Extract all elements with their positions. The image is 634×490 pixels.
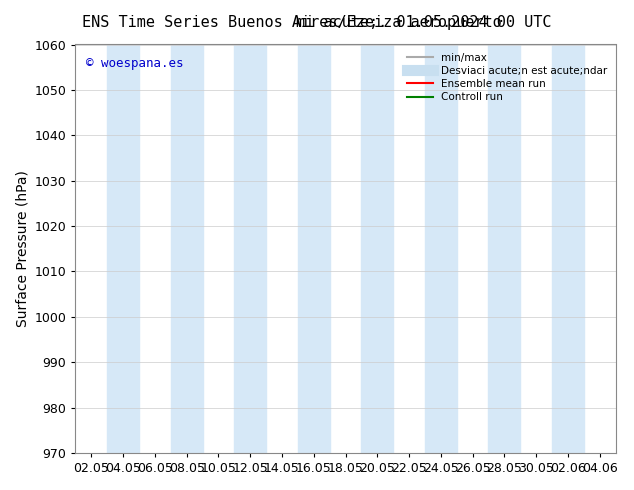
Y-axis label: Surface Pressure (hPa): Surface Pressure (hPa) — [15, 171, 29, 327]
Text: ENS Time Series Buenos Aires/Ezeiza aeropuerto: ENS Time Series Buenos Aires/Ezeiza aero… — [82, 15, 502, 30]
Bar — [171, 45, 202, 453]
Text: © woespana.es: © woespana.es — [86, 57, 184, 70]
Bar — [488, 45, 521, 453]
Bar — [235, 45, 266, 453]
Legend: min/max, Desviaci acute;n est acute;ndar, Ensemble mean run, Controll run: min/max, Desviaci acute;n est acute;ndar… — [403, 49, 611, 105]
Bar — [552, 45, 584, 453]
Bar — [298, 45, 330, 453]
Bar — [107, 45, 139, 453]
Text: mi acute;. 01.05.2024 00 UTC: mi acute;. 01.05.2024 00 UTC — [296, 15, 552, 30]
Bar — [361, 45, 393, 453]
Bar — [425, 45, 456, 453]
